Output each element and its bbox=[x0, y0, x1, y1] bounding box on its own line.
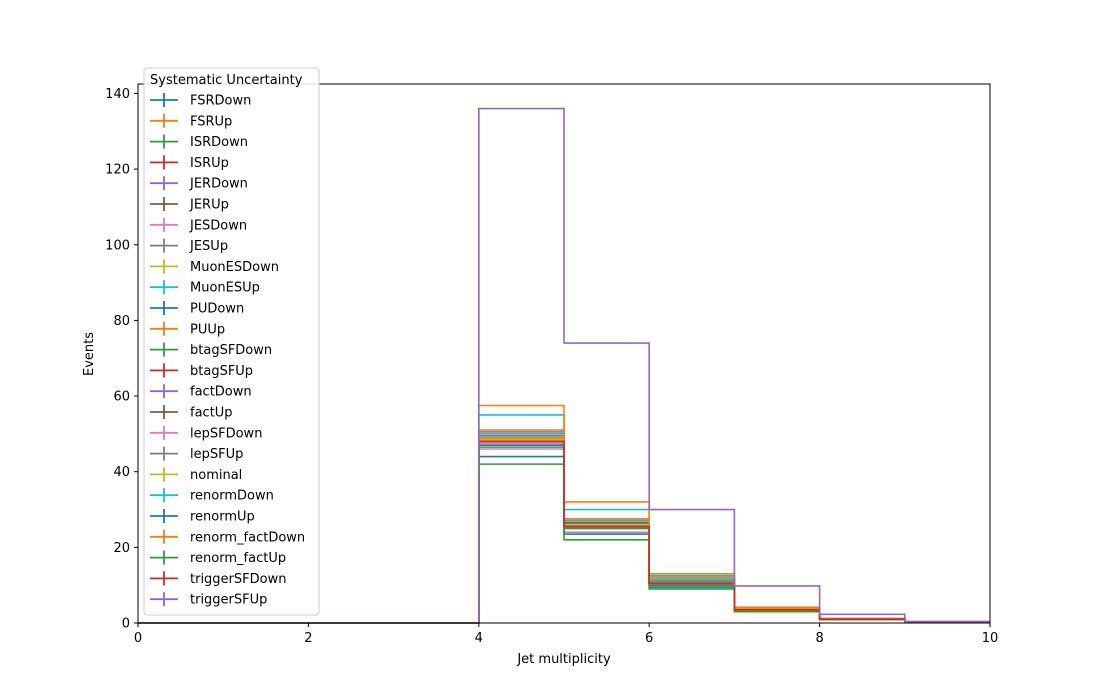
y-axis-label: Events bbox=[82, 332, 97, 376]
legend-entry-JERUp: JERUp bbox=[150, 197, 229, 213]
legend-label: btagSFUp bbox=[190, 364, 253, 379]
x-tick-label: 10 bbox=[982, 631, 999, 646]
legend-entry-btagSFDown: btagSFDown bbox=[150, 342, 272, 358]
legend-label: MuonESUp bbox=[190, 281, 260, 296]
legend-entry-ISRUp: ISRUp bbox=[150, 155, 229, 171]
y-tick-label: 100 bbox=[105, 238, 130, 253]
legend-entry-PUDown: PUDown bbox=[150, 301, 244, 317]
legend-entry-FSRUp: FSRUp bbox=[150, 113, 232, 129]
legend-entry-FSRDown: FSRDown bbox=[150, 93, 251, 109]
legend-label: JERUp bbox=[189, 198, 229, 213]
legend-label: nominal bbox=[190, 468, 242, 483]
legend-label: triggerSFDown bbox=[190, 572, 286, 587]
legend-entry-lepSFDown: lepSFDown bbox=[150, 425, 262, 441]
x-axis-label: Jet multiplicity bbox=[516, 652, 611, 667]
legend-label: btagSFDown bbox=[190, 343, 272, 358]
legend-entry-triggerSFUp: triggerSFUp bbox=[150, 592, 267, 608]
legend-label: MuonESDown bbox=[190, 260, 279, 275]
legend-entry-factDown: factDown bbox=[150, 384, 252, 400]
legend-entry-renormUp: renormUp bbox=[150, 509, 255, 525]
legend: Systematic Uncertainty FSRDown FSRUp ISRDo… bbox=[143, 67, 320, 616]
y-tick-label: 140 bbox=[105, 87, 130, 102]
x-tick-label: 2 bbox=[304, 631, 312, 646]
legend-entry-triggerSFDown: triggerSFDown bbox=[150, 571, 286, 587]
legend-entry-JESDown: JESDown bbox=[150, 217, 247, 233]
plot-frame bbox=[137, 83, 991, 624]
y-axis: 0 20 40 60 80 100 120 140 bbox=[105, 87, 138, 632]
legend-entry-JERDown: JERDown bbox=[150, 176, 248, 192]
y-tick-label: 0 bbox=[122, 617, 130, 632]
legend-entry-btagSFUp: btagSFUp bbox=[150, 363, 253, 379]
legend-entry-MuonESUp: MuonESUp bbox=[150, 280, 260, 296]
legend-label: renorm_factUp bbox=[190, 551, 286, 566]
x-tick-label: 0 bbox=[134, 631, 142, 646]
legend-entry-ISRDown: ISRDown bbox=[150, 134, 248, 150]
legend-label: JESDown bbox=[189, 218, 247, 233]
y-tick-label: 120 bbox=[105, 163, 130, 178]
legend-entry-factUp: factUp bbox=[150, 405, 233, 421]
y-tick-label: 60 bbox=[113, 390, 130, 405]
x-tick-label: 6 bbox=[645, 631, 653, 646]
legend-label: JERDown bbox=[189, 177, 248, 192]
legend-entry-MuonESDown: MuonESDown bbox=[150, 259, 279, 275]
y-tick-label: 20 bbox=[113, 541, 130, 556]
legend-label: factUp bbox=[190, 406, 233, 421]
legend-entries: FSRDown FSRUp ISRDown ISRUp JERDown JERUp JESD… bbox=[150, 93, 305, 608]
x-axis: 0 2 4 6 8 10 bbox=[134, 623, 998, 646]
legend-label: PUDown bbox=[190, 302, 244, 317]
legend-label: ISRDown bbox=[190, 135, 248, 150]
legend-label: renorm_factDown bbox=[190, 530, 305, 545]
legend-label: factDown bbox=[190, 385, 252, 400]
legend-label: lepSFDown bbox=[190, 426, 262, 441]
legend-label: PUUp bbox=[190, 322, 225, 337]
legend-entry-renormDown: renormDown bbox=[150, 488, 274, 504]
legend-label: ISRUp bbox=[190, 156, 229, 171]
legend-label: lepSFUp bbox=[190, 447, 243, 462]
legend-title: Systematic Uncertainty bbox=[150, 73, 303, 88]
legend-entry-lepSFUp: lepSFUp bbox=[150, 446, 243, 462]
legend-entry-JESUp: JESUp bbox=[150, 238, 228, 254]
y-tick-label: 80 bbox=[113, 314, 130, 329]
legend-entry-renorm_factDown: renorm_factDown bbox=[150, 529, 305, 545]
legend-entry-nominal: nominal bbox=[150, 467, 242, 483]
legend-entry-PUUp: PUUp bbox=[150, 321, 225, 337]
legend-entry-renorm_factUp: renorm_factUp bbox=[150, 550, 286, 566]
legend-label: triggerSFUp bbox=[190, 593, 267, 608]
legend-label: renormDown bbox=[190, 489, 274, 504]
legend-label: FSRUp bbox=[190, 114, 232, 129]
legend-label: FSRDown bbox=[190, 94, 251, 109]
y-tick-label: 40 bbox=[113, 465, 130, 480]
legend-label: renormUp bbox=[190, 510, 255, 525]
x-tick-label: 8 bbox=[815, 631, 823, 646]
x-tick-label: 4 bbox=[475, 631, 483, 646]
legend-box bbox=[143, 67, 320, 616]
legend-label: JESUp bbox=[189, 239, 228, 254]
